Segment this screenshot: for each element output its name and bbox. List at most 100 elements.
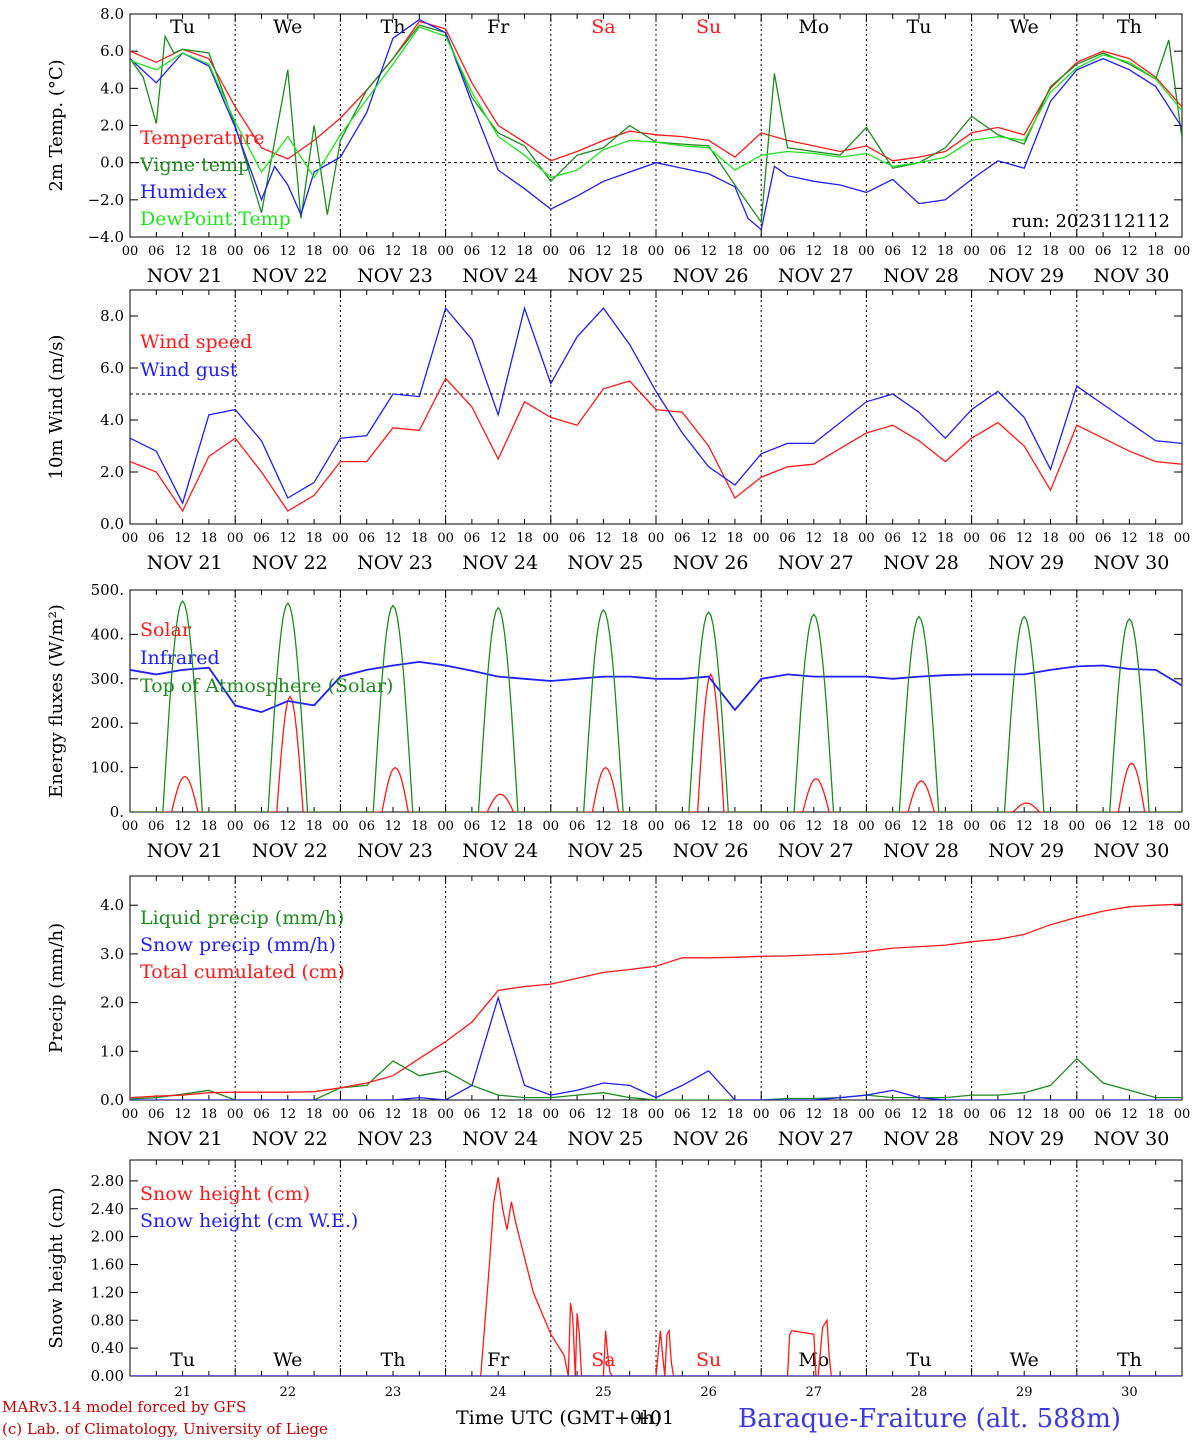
hour-tick-label: 18	[516, 244, 533, 259]
hour-tick-label: 18	[306, 1107, 323, 1122]
weekday-label: Tu	[170, 1349, 195, 1371]
hour-tick-label: 00	[963, 531, 980, 546]
hour-tick-label: 00	[858, 244, 875, 259]
hour-tick-label: 06	[990, 531, 1007, 546]
day-number-label: 23	[385, 1385, 402, 1400]
series-line-top-of-atmosphere-solar-	[130, 599, 1182, 812]
hour-tick-label: 00	[1069, 244, 1086, 259]
hour-tick-label: 12	[280, 819, 297, 834]
weekday-label: Th	[381, 16, 406, 38]
hour-tick-label: 12	[280, 1107, 297, 1122]
hour-tick-label: 00	[963, 244, 980, 259]
hour-tick-label: 12	[174, 531, 191, 546]
hour-tick-label: 18	[1147, 244, 1164, 259]
day-number-label: 30	[1121, 1385, 1138, 1400]
hour-tick-label: 18	[201, 531, 218, 546]
hour-tick-label: 00	[227, 819, 244, 834]
y-tick-label: 1.60	[91, 1256, 124, 1274]
hour-tick-label: 06	[148, 244, 165, 259]
hour-tick-label: 18	[937, 1107, 954, 1122]
hour-tick-label: 12	[700, 531, 717, 546]
legend-entry: Wind speed	[140, 331, 252, 353]
y-tick-label: 8.0	[100, 307, 124, 325]
date-label: NOV 28	[883, 552, 959, 574]
weekday-label: Sa	[591, 16, 615, 38]
date-label: NOV 22	[252, 552, 328, 574]
hour-tick-label: 18	[201, 244, 218, 259]
series-line-infrared	[130, 660, 1182, 714]
series-line-temperature	[130, 20, 1182, 162]
date-label: NOV 25	[567, 1128, 643, 1150]
date-label: NOV 23	[357, 840, 433, 862]
date-label: NOV 25	[567, 265, 643, 287]
date-label: NOV 21	[147, 552, 223, 574]
date-label: NOV 29	[988, 1128, 1064, 1150]
y-tick-label: 300.	[91, 670, 124, 688]
y-tick-label: 1.20	[91, 1283, 124, 1301]
weekday-label: Fr	[487, 16, 510, 38]
hour-tick-label: 06	[464, 244, 481, 259]
day-number-label: 29	[1016, 1385, 1033, 1400]
hour-tick-label: 06	[1095, 244, 1112, 259]
legend-entry: DewPoint Temp	[140, 208, 291, 230]
day-number-label: 25	[595, 1385, 612, 1400]
hour-tick-label: 00	[437, 244, 454, 259]
hour-tick-label: 06	[884, 531, 901, 546]
weekday-label: Mo	[798, 1349, 829, 1371]
hour-tick-label: 18	[937, 244, 954, 259]
date-label: NOV 21	[147, 265, 223, 287]
hour-tick-label: 18	[621, 819, 638, 834]
hour-tick-label: 18	[1147, 819, 1164, 834]
series-line-snow-precip-mm-h-	[130, 995, 1182, 1100]
model-credit: MARv3.14 model forced by GFS	[2, 1398, 246, 1416]
series-line-solar	[130, 672, 1182, 812]
hour-tick-label: 00	[963, 819, 980, 834]
hour-tick-label: 12	[1016, 244, 1033, 259]
hour-tick-label: 06	[253, 819, 270, 834]
hour-tick-label: 06	[674, 1107, 691, 1122]
day-number-label: 26	[700, 1385, 717, 1400]
hour-tick-label: 18	[411, 819, 428, 834]
legend-entry: Infrared	[140, 647, 220, 669]
weekday-label: Th	[1117, 1349, 1142, 1371]
weekday-label: We	[1010, 1349, 1039, 1371]
y-tick-label: 200.	[91, 714, 124, 732]
weekday-label: Th	[381, 1349, 406, 1371]
y-tick-label: 0.40	[91, 1339, 124, 1357]
hour-tick-label: 00	[227, 531, 244, 546]
y-tick-label: 8.0	[100, 5, 124, 23]
hour-tick-label: 12	[385, 1107, 402, 1122]
hour-tick-label: 06	[148, 531, 165, 546]
hour-tick-label: 00	[1174, 244, 1191, 259]
hour-tick-label: 18	[937, 819, 954, 834]
y-tick-label: 0.0	[100, 515, 124, 533]
hour-tick-label: 12	[595, 531, 612, 546]
weekday-label: Mo	[798, 16, 829, 38]
hour-tick-label: 06	[884, 819, 901, 834]
series-line-wind-speed	[130, 377, 1182, 513]
hour-tick-label: 00	[648, 244, 665, 259]
hour-tick-label: 06	[569, 244, 586, 259]
run-label: run: 2023112112	[1012, 211, 1170, 232]
hour-tick-label: 12	[385, 531, 402, 546]
hour-tick-label: 06	[779, 531, 796, 546]
date-label: NOV 23	[357, 1128, 433, 1150]
panel-4: 4.0 3.0 2.0 1.0 0.0 Precip (mm/h) 00 06 12 18 NOV …	[46, 875, 1190, 1150]
hour-tick-label: 18	[727, 244, 744, 259]
hour-tick-label: 18	[201, 1107, 218, 1122]
hour-tick-label: 06	[358, 819, 375, 834]
date-label: NOV 23	[357, 552, 433, 574]
hour-tick-label: 06	[884, 1107, 901, 1122]
legend-entry: Vigne temp	[139, 154, 250, 176]
date-label: NOV 29	[988, 840, 1064, 862]
hour-tick-label: 18	[832, 819, 849, 834]
station-title: Baraque-Fraiture (alt. 588m)	[738, 1404, 1121, 1434]
hour-tick-label: 00	[753, 244, 770, 259]
y-tick-label: 0.0	[100, 1091, 124, 1109]
hour-tick-label: 18	[1147, 531, 1164, 546]
legend-entry: Top of Atmosphere (Solar)	[140, 675, 393, 697]
panel-5: 2.80 2.40 2.00 1.60 1.20 0.80 0.40 0.00 Snow hei…	[46, 1159, 1183, 1400]
date-label: NOV 29	[988, 265, 1064, 287]
date-label: NOV 27	[778, 1128, 854, 1150]
